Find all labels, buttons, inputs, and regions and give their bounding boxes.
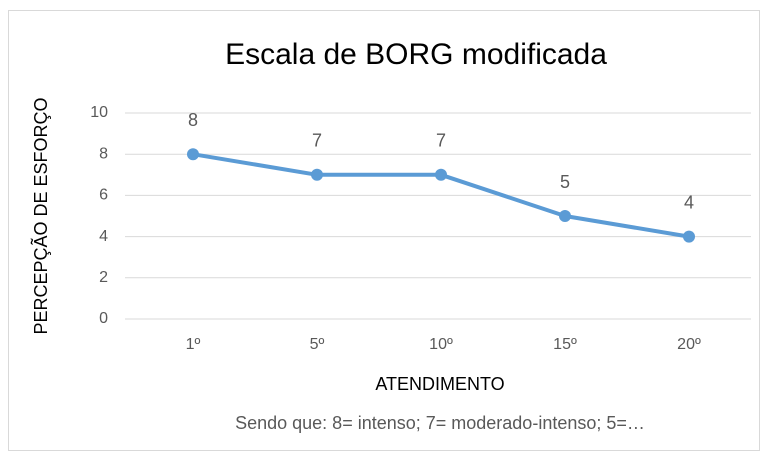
- y-tick-label: 0: [99, 310, 108, 327]
- data-label: 4: [684, 192, 694, 212]
- point: [683, 230, 695, 243]
- point: [311, 168, 323, 181]
- data-label: 7: [312, 131, 322, 151]
- note: Sendo que: 8= intenso; 7= moderado-inten…: [235, 413, 645, 433]
- data-label: 8: [188, 110, 198, 130]
- x-tick-label: 10º: [429, 336, 453, 353]
- data-label: 5: [560, 172, 570, 192]
- y-axis-label: PERCEPÇÃO DE ESFORÇO: [30, 97, 51, 334]
- y-tick-label: 2: [99, 269, 108, 286]
- x-tick-label: 15º: [553, 336, 577, 353]
- data-label: 7: [436, 131, 446, 151]
- x-axis-label: ATENDIMENTO: [375, 374, 504, 394]
- x-tick-label: 20º: [677, 336, 701, 353]
- chart-title: Escala de BORG modificada: [225, 38, 607, 71]
- y-tick-label: 8: [99, 145, 108, 162]
- point: [187, 148, 199, 161]
- point: [435, 168, 447, 181]
- y-tick-label: 6: [99, 187, 108, 204]
- chart-border: [8, 10, 760, 451]
- x-tick-label: 5º: [310, 336, 325, 353]
- y-tick-label: 4: [99, 228, 108, 245]
- point: [559, 210, 571, 222]
- x-tick-label: 1º: [186, 336, 201, 353]
- y-tick-label: 10: [90, 104, 108, 121]
